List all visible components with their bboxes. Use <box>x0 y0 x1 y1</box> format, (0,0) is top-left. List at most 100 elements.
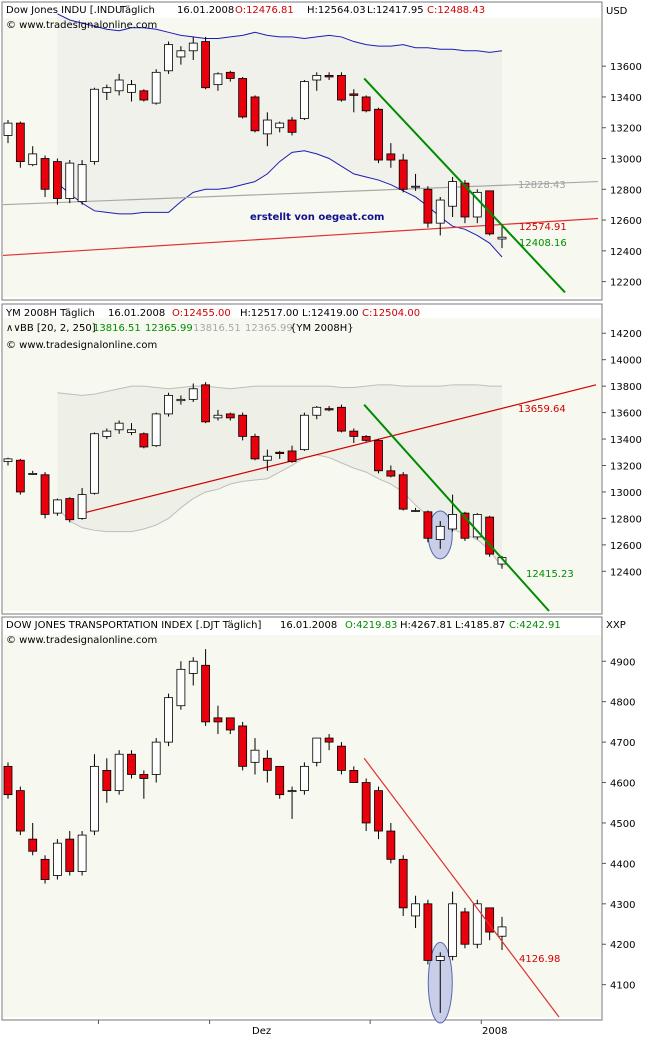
djt-candle <box>90 754 99 836</box>
indu-candle-body <box>139 90 149 101</box>
djt-candle-body <box>151 741 161 775</box>
ym-candle <box>312 405 322 420</box>
ym-candle <box>262 449 272 471</box>
djt-candle <box>127 750 136 779</box>
djt-candle-body <box>287 790 297 793</box>
indu-candle-body <box>460 182 470 218</box>
djt-candle-body <box>398 858 408 909</box>
ym-candle <box>65 497 75 523</box>
ym-candle-body <box>213 414 223 419</box>
indu-candle <box>3 120 13 144</box>
ym-candle-body <box>102 430 112 437</box>
indu-candle <box>114 73 124 96</box>
indu-candle <box>349 89 359 113</box>
indu-candle <box>238 76 248 119</box>
djt-candle-body <box>460 911 470 945</box>
djt-candle-body <box>53 842 62 876</box>
djt-candle-body <box>15 790 25 832</box>
panel-ym-frame <box>1 303 603 615</box>
djt-candle <box>65 831 75 876</box>
indu-candle-body <box>102 87 112 93</box>
indu-high: H:12564.03 <box>307 5 366 16</box>
indu-candle-body <box>53 161 62 199</box>
ym-candle-body <box>411 510 420 512</box>
djt-candle <box>374 786 383 840</box>
djt-candle <box>448 891 458 961</box>
ym-candle-body <box>151 413 161 447</box>
ym-candle-body <box>262 455 272 461</box>
djt-ytick-label: 4400 <box>610 859 635 870</box>
indu-candle <box>213 72 223 91</box>
ym-candle <box>15 458 25 495</box>
djt-candle <box>262 750 272 783</box>
indu-candle-body <box>361 96 371 112</box>
ym-downtrend-line <box>363 403 550 612</box>
indu-candle-body <box>188 42 198 52</box>
ym-band-upper <box>57 384 502 396</box>
ym-candle-body <box>164 394 173 415</box>
ym-candle-body <box>114 422 124 431</box>
ym-candle <box>398 472 408 511</box>
indu-candle-body <box>65 162 75 199</box>
indu-candle-body <box>448 181 458 207</box>
indu-candle <box>361 95 371 113</box>
djt-candle <box>287 786 297 819</box>
indu-date: 16.01.2008 <box>177 5 234 16</box>
x-tick-2008: 2008 <box>482 1026 507 1037</box>
djt-candle-body <box>423 903 433 961</box>
indu-candle-body <box>287 119 297 133</box>
ym-candle-body <box>188 388 198 400</box>
indu-candle <box>151 69 161 105</box>
djt-candle-body <box>299 765 309 792</box>
djt-candle-body <box>472 903 482 945</box>
ym-candle <box>337 404 346 433</box>
djt-candle-body <box>213 717 223 723</box>
indu-candle-body <box>114 79 124 92</box>
ym-ytick-label: 12600 <box>610 541 642 552</box>
ym-candle-body <box>299 414 309 451</box>
djt-symbol: DOW JONES TRANSPORTATION INDEX [.DJT Täg… <box>6 620 262 631</box>
indu-band-fill <box>57 13 503 257</box>
ym-candle <box>485 515 495 557</box>
ym-candle <box>238 412 248 441</box>
indu-low: L:12417.95 <box>367 5 424 16</box>
ym-candle-body <box>90 433 99 494</box>
djt-unit: XXP <box>606 620 626 631</box>
ym-candle-body <box>398 474 408 510</box>
indu-candle <box>53 158 62 205</box>
indu-candle <box>40 155 50 197</box>
indu-support-line <box>2 217 599 257</box>
ym-low: L:12419.00 <box>302 308 359 319</box>
djt-candle-body <box>411 903 420 917</box>
indu-candle-body <box>238 78 248 118</box>
indu-candle <box>299 80 309 121</box>
ym-candle-body <box>53 499 62 514</box>
djt-candle-body <box>435 955 445 961</box>
djt-ytick-label: 4300 <box>610 900 635 911</box>
indu-grey-line <box>2 180 599 206</box>
djt-candle-body <box>448 903 458 957</box>
djt-candle <box>3 762 13 799</box>
indu-ytick-label: 13200 <box>610 124 642 135</box>
djt-candle <box>15 786 25 836</box>
indu-candle-body <box>213 73 223 86</box>
indu-candle-body <box>398 159 408 190</box>
ym-candle <box>201 382 211 424</box>
indu-ytick-label: 13000 <box>610 155 642 166</box>
djt-candle-body <box>497 926 507 937</box>
indu-candle-body <box>164 44 173 72</box>
indu-candle <box>497 225 507 249</box>
indu-candle <box>262 112 272 147</box>
ym-high: H:12517.00 <box>240 308 299 319</box>
indu-ytick-label: 13600 <box>610 62 642 73</box>
djt-high: H:4267.81 <box>400 620 452 631</box>
djt-candle <box>411 895 420 929</box>
ym-candle <box>361 435 371 442</box>
djt-ytick-label: 4800 <box>610 698 635 709</box>
ym-candle <box>53 498 62 516</box>
ym-candle-body <box>250 435 260 460</box>
djt-candle-body <box>188 660 198 674</box>
djt-ytick-label: 4700 <box>610 738 635 749</box>
djt-ytick-label: 4100 <box>610 981 635 992</box>
ym-close: C:12504.00 <box>362 308 420 319</box>
